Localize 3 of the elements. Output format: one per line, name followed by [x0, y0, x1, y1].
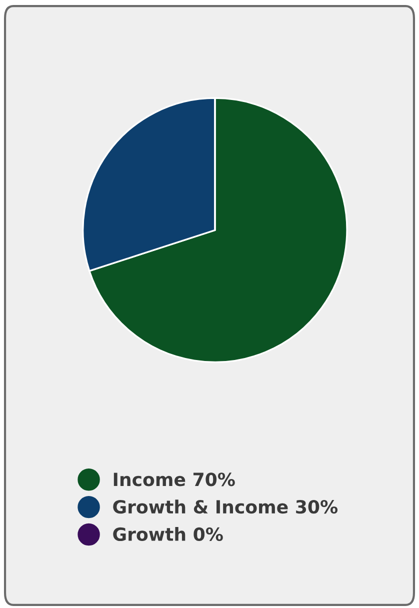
legend-label: Income 70% — [114, 472, 235, 486]
legend-label: Growth & Income 30% — [113, 500, 338, 514]
legend-label: Growth 0% — [113, 527, 223, 542]
